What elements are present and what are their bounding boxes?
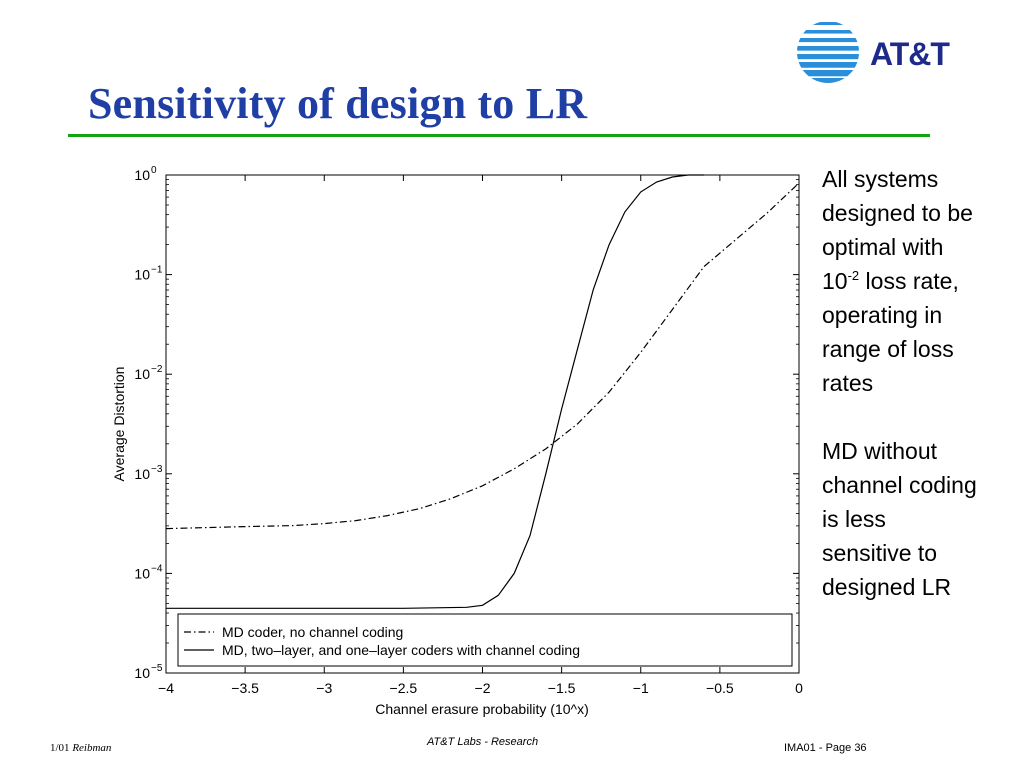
series-line-with-channel-coding: [166, 174, 704, 609]
note-line: MD without: [822, 438, 938, 464]
att-globe-logo: [797, 21, 859, 83]
x-tick-label: 0: [795, 680, 803, 696]
x-tick-label: −1.5: [548, 680, 576, 696]
x-tick-label: −2.5: [390, 680, 418, 696]
globe-stripe: [797, 70, 859, 77]
y-tick-exponent: −3: [151, 464, 163, 475]
x-tick-label: −1: [633, 680, 649, 696]
globe-stripe: [797, 30, 859, 34]
note-line: is less: [822, 506, 886, 532]
title-divider: [68, 134, 930, 137]
att-logo-text: AT&T: [870, 36, 950, 72]
x-tick-label: −3.5: [231, 680, 259, 696]
footer-date-text: 1/01: [50, 742, 70, 754]
note-paragraph-1: All systems designed to be optimal with …: [822, 162, 1022, 400]
footer-organization: AT&T Labs - Research: [427, 736, 539, 748]
x-axis-label: Channel erasure probability (10^x): [375, 701, 589, 717]
x-tick-label: −0.5: [706, 680, 734, 696]
loss-rate-exponent: -2: [847, 268, 860, 283]
note-line: sensitive to: [822, 540, 938, 566]
y-tick-label: 10: [134, 466, 150, 482]
y-tick-exponent: −2: [151, 364, 163, 375]
y-tick-exponent: −4: [151, 563, 163, 574]
note-line: optimal with: [822, 234, 944, 260]
note-line: range of loss: [822, 336, 954, 362]
note-line: All systems: [822, 166, 939, 192]
note-line: designed to be: [822, 200, 973, 226]
plot-frame: [165, 174, 800, 674]
slide-title: Sensitivity of design to LR: [88, 79, 588, 128]
globe-stripe: [797, 22, 859, 25]
globe-stripe: [797, 78, 859, 83]
x-tick-label: −2: [475, 680, 491, 696]
y-tick-label: 10: [134, 366, 150, 382]
y-tick-exponent: 0: [151, 165, 157, 176]
y-tick-label: 10: [134, 167, 150, 183]
note-line: operating in: [822, 302, 943, 328]
footer-page-number: IMA01 - Page 36: [784, 742, 867, 754]
x-tick-label: −4: [158, 680, 174, 696]
globe-stripe: [797, 38, 859, 43]
note-line: rates: [822, 370, 874, 396]
y-tick-exponent: −5: [151, 663, 163, 674]
legend-label: MD coder, no channel coding: [222, 624, 403, 640]
x-tick-label: −3: [316, 680, 332, 696]
loss-rate-base: 10: [822, 268, 848, 294]
y-tick-label: 10: [134, 267, 150, 283]
y-tick-exponent: −1: [151, 265, 163, 276]
globe-stripe: [797, 46, 859, 51]
note-paragraph-2: MD without channel coding is less sensit…: [822, 434, 1022, 604]
note-line: loss rate,: [859, 268, 959, 294]
y-axis-label: Average Distortion: [111, 367, 127, 482]
globe-stripe: [797, 62, 859, 68]
note-line: designed LR: [822, 574, 952, 600]
footer-author: Reibman: [72, 742, 112, 754]
slide-notes: All systems designed to be optimal with …: [822, 162, 1022, 638]
note-line: channel coding: [822, 472, 977, 498]
footer-date: 1/01 Reibman: [50, 742, 111, 754]
y-tick-label: 10: [134, 665, 150, 681]
y-tick-label: 10: [134, 565, 150, 581]
legend-box: [177, 613, 793, 667]
globe-stripe: [797, 54, 859, 60]
legend-label: MD, two–layer, and one–layer coders with…: [222, 642, 580, 658]
